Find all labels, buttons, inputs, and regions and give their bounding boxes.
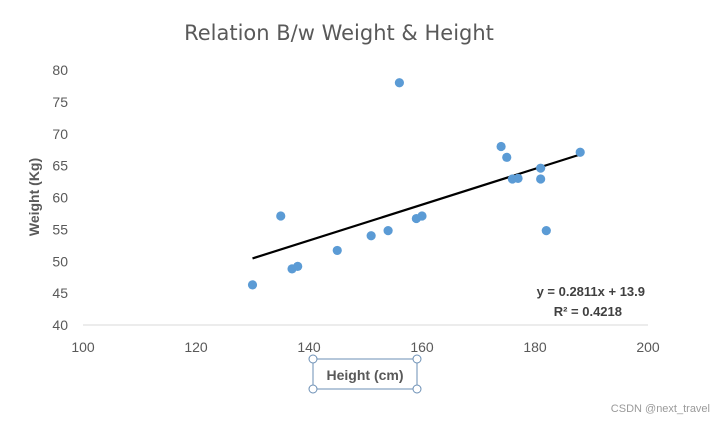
data-point [575, 147, 585, 157]
y-tick-label: 75 [52, 94, 68, 110]
y-tick-label: 70 [52, 126, 68, 142]
chart-title: Relation B/w Weight & Height [184, 21, 494, 45]
data-point [513, 173, 523, 183]
y-axis-ticks: 40 45 50 55 60 65 70 75 80 [52, 62, 68, 333]
data-point [536, 163, 546, 173]
trendline-r-squared: R² = 0.4218 [554, 304, 622, 319]
x-tick-label: 180 [523, 339, 547, 355]
y-tick-label: 50 [52, 253, 68, 269]
data-points [247, 78, 585, 290]
y-tick-label: 45 [52, 285, 68, 301]
data-point [383, 226, 393, 236]
trendline [252, 153, 581, 260]
data-point [417, 211, 427, 221]
data-point [332, 245, 342, 256]
selection-handle[interactable] [412, 384, 422, 394]
x-tick-label: 200 [636, 339, 660, 355]
trendline-group [252, 153, 581, 260]
data-point [366, 231, 376, 241]
x-tick-label: 160 [410, 339, 434, 355]
y-tick-label: 65 [52, 158, 68, 174]
x-axis-title: Height (cm) [327, 367, 404, 383]
y-tick-label: 55 [52, 221, 68, 237]
y-tick-label: 60 [52, 190, 68, 206]
x-tick-label: 100 [71, 339, 95, 355]
y-tick-label: 40 [52, 317, 68, 333]
data-point [293, 261, 303, 271]
selection-handle[interactable] [412, 354, 422, 364]
data-point [247, 280, 258, 290]
selection-handle[interactable] [308, 384, 318, 394]
x-tick-label: 120 [184, 339, 208, 355]
data-point [536, 174, 546, 184]
trendline-equation: y = 0.2811x + 13.9 [537, 284, 645, 299]
watermark: CSDN @next_travel [611, 403, 710, 415]
x-tick-label: 140 [297, 339, 321, 355]
x-axis-title-selection-box [312, 358, 418, 390]
data-point [496, 141, 506, 152]
x-axis-ticks: 100 120 140 160 180 200 [71, 339, 660, 355]
y-tick-label: 80 [52, 62, 68, 78]
data-point [502, 152, 512, 162]
data-point [394, 78, 404, 88]
x-axis-title-group[interactable]: Height (cm) [308, 354, 422, 394]
y-axis-title: Weight (Kg) [26, 158, 42, 236]
selection-handle[interactable] [308, 354, 318, 364]
data-point [541, 226, 551, 236]
data-point [276, 211, 286, 221]
